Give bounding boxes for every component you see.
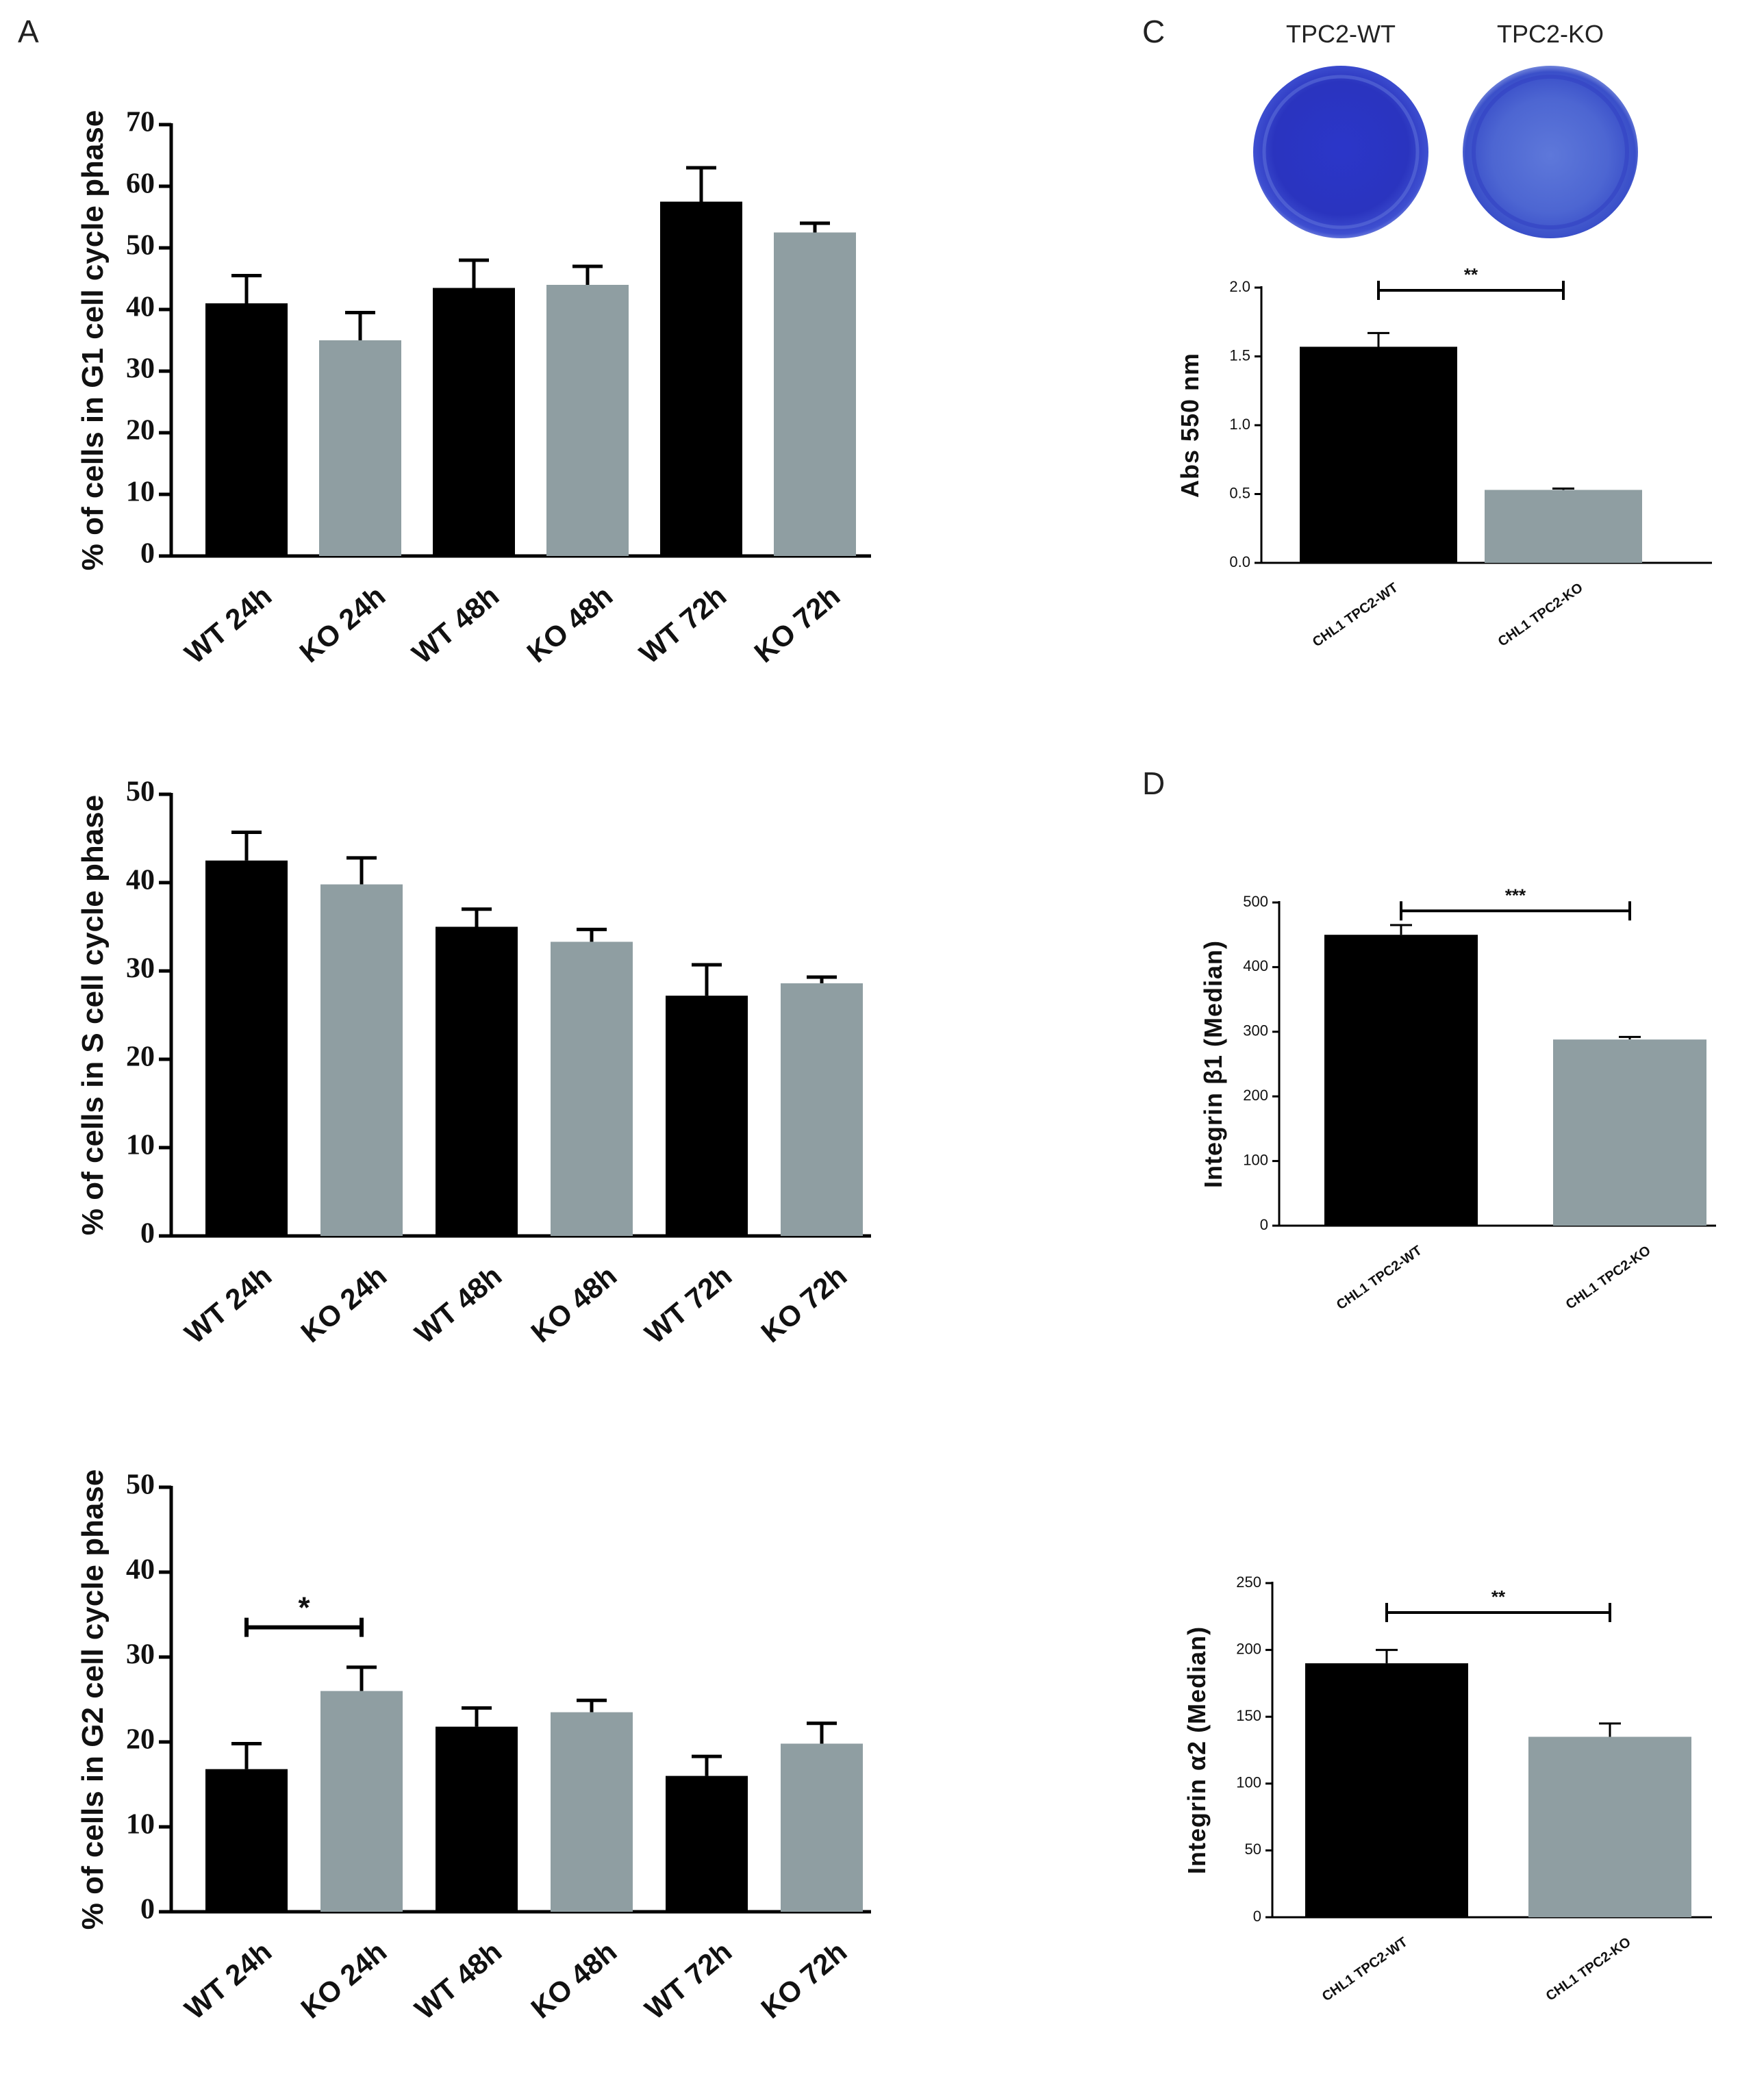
bar-chl1-tpc2-wt [1305, 1663, 1468, 1917]
y-tick-label: 10 [126, 477, 155, 508]
y-tick-label: 30 [126, 353, 155, 385]
bar-chl1-tpc2-wt [1300, 346, 1457, 563]
y-axis-label: Integrin α2 (Median) [1183, 1626, 1211, 1874]
y-tick-label: 150 [1236, 1707, 1261, 1724]
bar-ko-72h [774, 232, 856, 556]
bar-wt-48h [436, 926, 518, 1236]
y-tick-label: 300 [1243, 1022, 1268, 1039]
bar-wt-48h [433, 288, 515, 556]
y-tick-label: 0 [1260, 1216, 1268, 1233]
bar-ko-24h [320, 884, 403, 1236]
bar-ko-48h [551, 942, 633, 1236]
y-tick-label: 50 [126, 230, 155, 262]
y-axis-label: % of cells in S cell cycle phase [76, 795, 110, 1235]
panel-label-a: A [18, 14, 39, 49]
y-tick-label: 40 [126, 1554, 155, 1586]
bar-ko-24h [320, 1691, 403, 1912]
y-tick-label: 40 [126, 292, 155, 323]
y-tick-label: 2.0 [1229, 278, 1250, 295]
panel-label-d: D [1142, 766, 1165, 801]
bar-ko-48h [551, 1712, 633, 1912]
y-axis-label: % of cells in G2 cell cycle phase [76, 1469, 110, 1930]
y-tick-label: 10 [126, 1130, 155, 1161]
bar-wt-24h [205, 860, 288, 1236]
dish-label-wt: TPC2-WT [1286, 20, 1396, 48]
bar-wt-72h [666, 996, 748, 1236]
y-tick-label: 0 [1253, 1908, 1261, 1925]
y-tick-label: 250 [1236, 1574, 1261, 1591]
y-tick-label: 40 [126, 865, 155, 896]
y-tick-label: 500 [1243, 893, 1268, 910]
bar-wt-48h [436, 1726, 518, 1912]
bar-ko-72h [781, 983, 863, 1236]
bar-ko-24h [319, 340, 401, 556]
bar-ko-72h [781, 1743, 863, 1912]
dish-label-ko: TPC2-KO [1497, 20, 1604, 48]
dish-ko-well [1463, 66, 1638, 238]
y-tick-label: 10 [126, 1809, 155, 1841]
y-tick-label: 50 [1245, 1841, 1261, 1858]
charts-layer: 0 10 20 30 40 50 60 70 % of cells in G1 cell cyc… [76, 107, 1716, 2025]
y-axis-label: % of cells in G1 cell cycle phase [76, 110, 110, 571]
y-tick-label: 0 [140, 1894, 155, 1925]
bar-wt-24h [205, 1769, 288, 1912]
y-tick-label: 400 [1243, 957, 1268, 974]
bar-wt-72h [660, 201, 742, 556]
y-tick-label: 1.0 [1229, 416, 1250, 433]
y-tick-label: 0.5 [1229, 484, 1250, 501]
y-tick-label: 0 [140, 1218, 155, 1250]
y-tick-label: 20 [126, 1041, 155, 1073]
y-tick-label: 30 [126, 1639, 155, 1671]
y-tick-label: 0 [140, 538, 155, 570]
y-tick-label: 20 [126, 415, 155, 446]
panel-label-c: C [1142, 14, 1165, 49]
dish-wt-rim [1262, 75, 1420, 229]
y-tick-label: 1.5 [1229, 346, 1250, 364]
y-tick-label: 200 [1243, 1087, 1268, 1104]
dish-wt-well [1253, 66, 1428, 238]
y-tick-label: 100 [1236, 1774, 1261, 1791]
bar-chl1-tpc2-ko [1485, 490, 1642, 563]
y-tick-label: 50 [126, 1469, 155, 1501]
y-tick-label: 200 [1236, 1640, 1261, 1657]
dish-wt [1253, 66, 1428, 238]
significance-label: ** [1491, 1587, 1506, 1607]
y-tick-label: 60 [126, 168, 155, 200]
bar-wt-24h [205, 303, 288, 556]
y-axis-label: Integrin β1 (Median) [1199, 940, 1227, 1188]
bar-chl1-tpc2-wt [1324, 935, 1478, 1226]
dish-ko [1463, 66, 1638, 238]
bar-wt-72h [666, 1776, 748, 1912]
bar-ko-48h [546, 285, 629, 556]
y-axis-label: Abs 550 nm [1176, 353, 1204, 498]
y-tick-label: 70 [126, 107, 155, 138]
y-tick-label: 30 [126, 953, 155, 985]
significance-label: * [298, 1591, 310, 1625]
y-tick-label: 50 [126, 776, 155, 808]
y-tick-label: 20 [126, 1724, 155, 1756]
significance-label: ** [1464, 264, 1478, 285]
dish-ko-rim [1472, 75, 1629, 229]
bar-chl1-tpc2-ko [1553, 1039, 1706, 1226]
significance-label: *** [1505, 885, 1526, 905]
y-tick-label: 0.0 [1229, 553, 1250, 570]
y-tick-label: 100 [1243, 1151, 1268, 1168]
bar-chl1-tpc2-ko [1528, 1736, 1691, 1917]
